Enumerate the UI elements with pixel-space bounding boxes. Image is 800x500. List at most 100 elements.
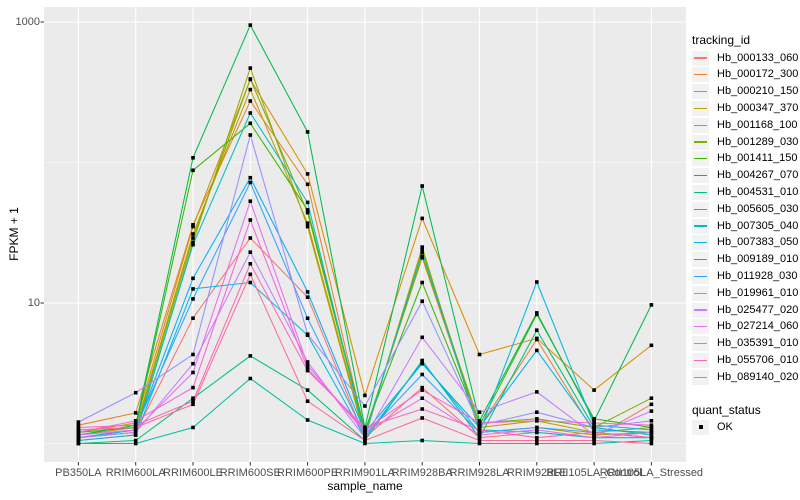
data-point (477, 435, 482, 440)
data-point (248, 77, 253, 81)
data-point (133, 430, 138, 435)
data-point (133, 428, 138, 432)
legend-key-line (694, 158, 707, 160)
data-point (649, 438, 654, 443)
data-point (363, 393, 367, 398)
data-point (191, 402, 195, 407)
legend-key-line (694, 326, 707, 328)
data-point (363, 430, 367, 435)
data-point (305, 224, 310, 229)
data-point (191, 396, 195, 400)
data-point (248, 199, 253, 203)
data-point (76, 438, 81, 443)
legend-key (692, 302, 709, 318)
data-point (363, 438, 367, 443)
data-point (363, 425, 367, 430)
data-point (76, 428, 81, 432)
legend-item-label: Hb_089140_020 (717, 370, 799, 383)
data-point (305, 399, 310, 403)
data-point (76, 435, 81, 440)
data-point (649, 409, 654, 413)
data-point (420, 335, 424, 340)
data-point (191, 316, 195, 320)
data-point (133, 441, 138, 446)
x-tick-label: RRIM928BA (391, 467, 453, 479)
data-point (535, 430, 539, 435)
data-point (133, 433, 138, 437)
legend-item-label: Hb_019961_010 (717, 286, 799, 299)
x-tick-label: RRIM928LE (506, 467, 567, 479)
data-point (477, 423, 482, 427)
data-point (535, 428, 539, 432)
data-point (535, 311, 539, 315)
data-point (363, 435, 367, 440)
legend-key (692, 285, 709, 301)
data-point (133, 423, 138, 427)
legend-item-label: Hb_005605_030 (717, 202, 799, 215)
data-point (248, 111, 253, 115)
data-point (420, 388, 424, 392)
legend-title-tracking-id: tracking_id (692, 33, 751, 47)
legend-key (692, 67, 709, 83)
data-point (248, 280, 253, 285)
legend-item-label: Hb_007305_040 (717, 219, 799, 232)
legend-key-line (694, 124, 707, 126)
data-point (649, 396, 654, 400)
data-point (363, 433, 367, 437)
data-point (592, 435, 596, 440)
data-point (248, 175, 253, 180)
data-point (191, 297, 195, 301)
legend-item-label: Hb_055706_010 (717, 353, 799, 366)
data-point (592, 421, 596, 425)
legend-item-label: Hb_001411_150 (717, 152, 798, 165)
data-point (649, 425, 654, 430)
legend-key-line (694, 359, 707, 362)
legend-key-line (694, 107, 707, 110)
data-point (305, 172, 310, 176)
data-point (191, 240, 195, 245)
y-tick-label: 10 (27, 297, 40, 309)
x-tick-label: PB350LA (55, 467, 102, 479)
legend-key-line (694, 208, 707, 210)
y-axis-title: FPKM + 1 (7, 207, 21, 261)
data-point (191, 156, 195, 160)
data-point (649, 402, 654, 407)
legend-item-label: Hb_001289_030 (717, 135, 799, 148)
data-point (191, 385, 195, 390)
data-point (305, 316, 310, 320)
data-point (592, 388, 596, 392)
legend-item-label: Hb_009189_010 (717, 253, 799, 266)
data-point (420, 216, 424, 221)
data-point (305, 130, 310, 134)
legend-key (692, 168, 709, 184)
legend-item-label: Hb_000347_370 (717, 101, 799, 114)
data-point (305, 208, 310, 212)
legend-item-label: Hb_004267_070 (717, 169, 799, 182)
x-tick-label: RRII105LA_Stressed (599, 467, 704, 479)
data-point (191, 399, 195, 403)
data-point (76, 425, 81, 430)
x-tick-label: RRII105LA_Control (546, 467, 642, 479)
x-tick-label: RRIM600SE (219, 467, 281, 479)
data-point (133, 411, 138, 415)
data-point (76, 441, 81, 446)
data-point (535, 410, 539, 414)
data-point (477, 421, 482, 425)
data-point (305, 210, 310, 215)
legend-key (692, 151, 709, 167)
data-point (649, 428, 654, 432)
data-point (248, 376, 253, 381)
legend-key (692, 268, 709, 284)
legend-key (692, 134, 709, 150)
data-point (477, 428, 482, 432)
data-point (76, 423, 81, 427)
data-point (535, 328, 539, 332)
legend-item-label: Hb_004531_010 (717, 185, 799, 198)
data-point (420, 438, 424, 443)
data-point (305, 360, 310, 364)
data-point (420, 372, 424, 377)
data-point (191, 425, 195, 430)
data-point (248, 99, 253, 103)
legend-key-line (694, 141, 707, 143)
